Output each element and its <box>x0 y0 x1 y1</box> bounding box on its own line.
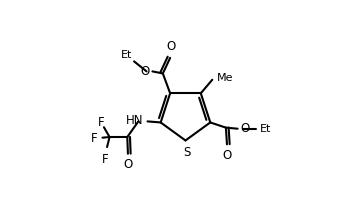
Text: O: O <box>124 158 133 171</box>
Text: HN: HN <box>126 114 144 127</box>
Text: F: F <box>97 116 104 129</box>
Text: O: O <box>223 149 232 162</box>
Text: F: F <box>102 153 109 166</box>
Text: O: O <box>141 65 150 78</box>
Text: F: F <box>91 132 98 145</box>
Text: Et: Et <box>260 124 271 134</box>
Text: S: S <box>183 146 190 159</box>
Text: O: O <box>240 122 249 135</box>
Text: Me: Me <box>217 74 234 84</box>
Text: O: O <box>167 40 176 53</box>
Text: Et: Et <box>121 50 132 60</box>
